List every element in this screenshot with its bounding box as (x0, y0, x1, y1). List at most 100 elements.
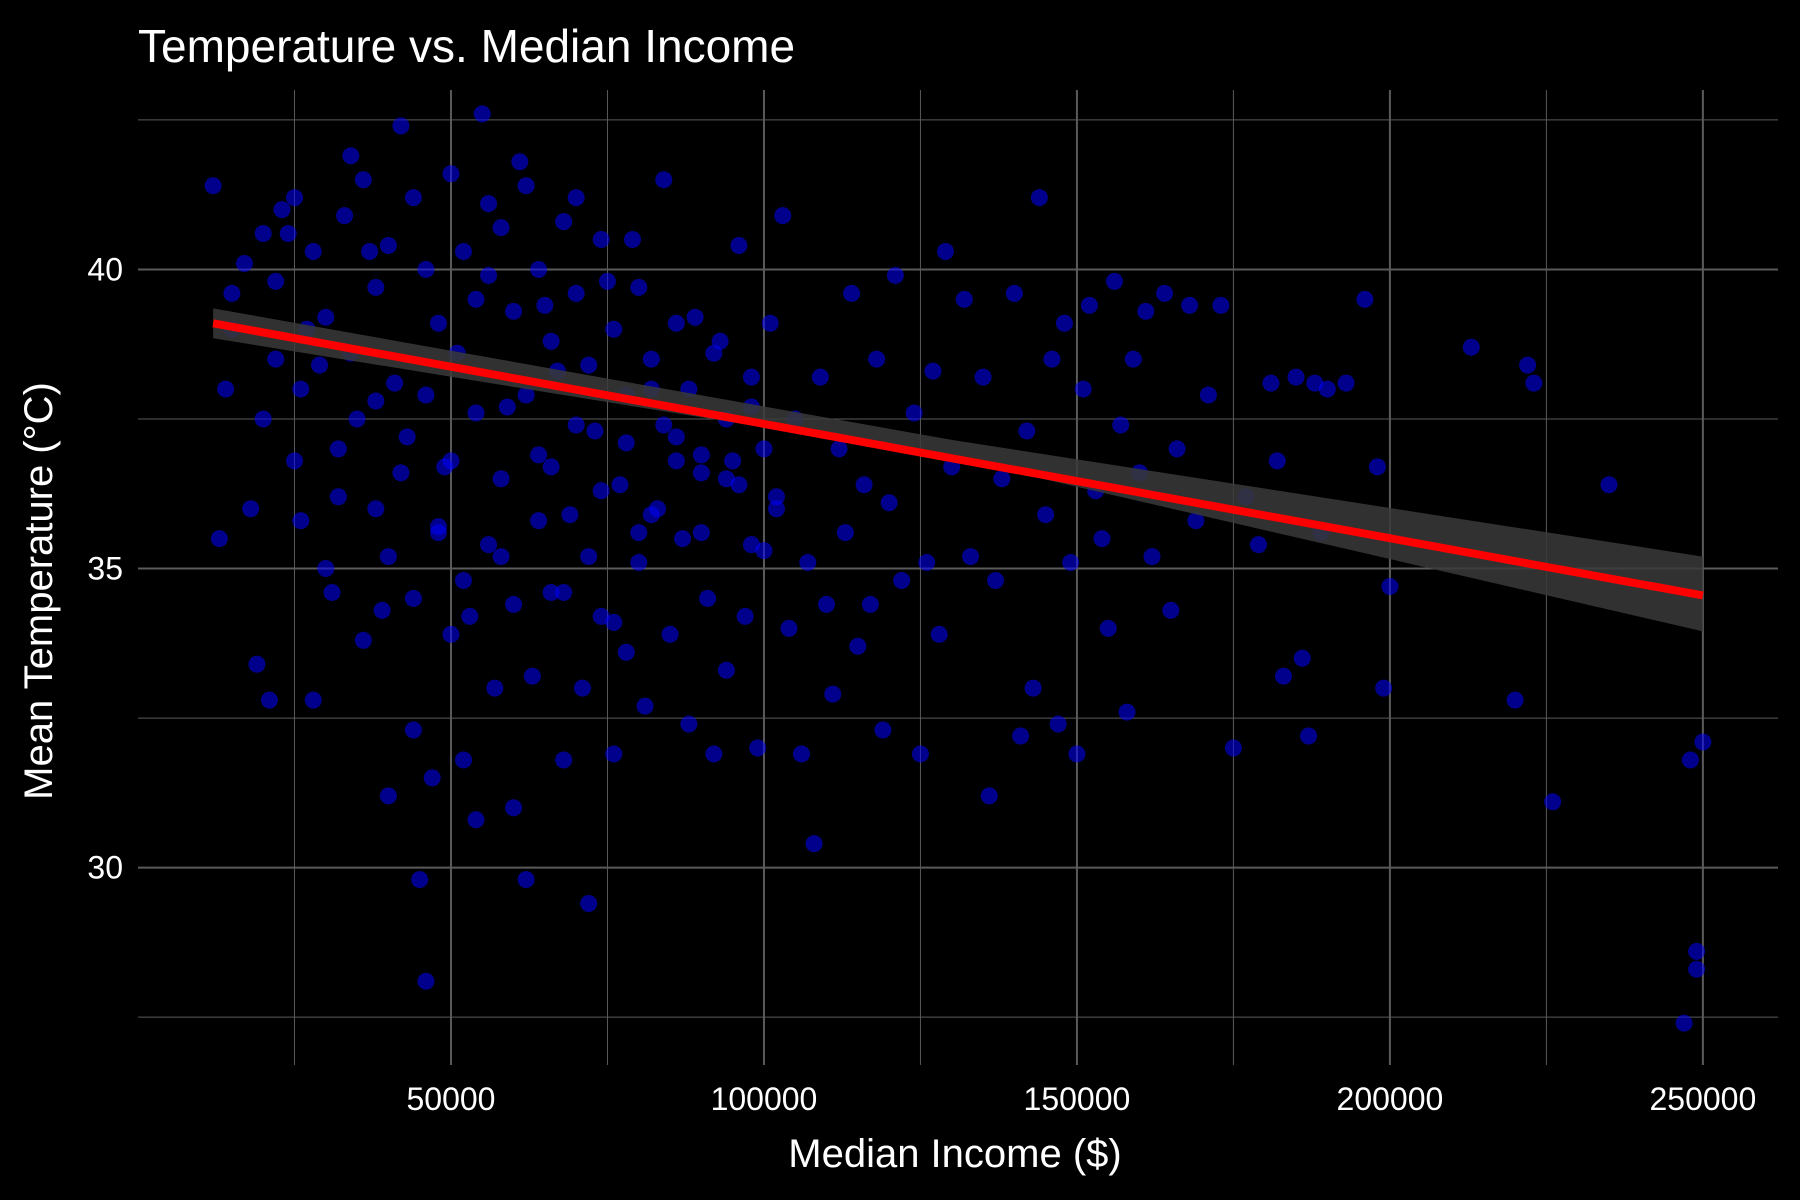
data-point (911, 745, 929, 763)
data-point (279, 225, 297, 243)
data-point (323, 583, 341, 601)
data-point (367, 278, 385, 296)
data-point (1506, 691, 1524, 709)
data-point (498, 398, 516, 416)
data-point (1049, 715, 1067, 733)
data-point (1368, 458, 1386, 476)
data-point (742, 536, 760, 554)
data-point (1043, 350, 1061, 368)
data-point (974, 368, 992, 386)
data-point (467, 811, 485, 829)
data-point (1181, 296, 1199, 314)
y-tick-label: 30 (87, 850, 123, 886)
data-point (1249, 536, 1267, 554)
data-point (567, 189, 585, 207)
data-point (386, 374, 404, 392)
data-point (467, 290, 485, 308)
data-point (767, 488, 785, 506)
data-point (542, 458, 560, 476)
data-point (267, 272, 285, 290)
data-point (624, 231, 642, 249)
data-point (235, 254, 253, 272)
data-point (880, 494, 898, 512)
data-point (542, 332, 560, 350)
data-point (336, 207, 354, 225)
data-point (580, 356, 598, 374)
data-point (392, 117, 410, 135)
data-point (1062, 554, 1080, 572)
data-point (505, 302, 523, 320)
data-point (918, 554, 936, 572)
data-point (461, 607, 479, 625)
data-point (1519, 356, 1537, 374)
data-point (285, 452, 303, 470)
data-point (586, 422, 604, 440)
data-point (1375, 679, 1393, 697)
data-point (780, 619, 798, 637)
data-point (1212, 296, 1230, 314)
data-point (598, 272, 616, 290)
data-point (454, 571, 472, 589)
data-point (480, 536, 498, 554)
data-point (429, 314, 447, 332)
data-point (861, 595, 879, 613)
data-point (1037, 506, 1055, 524)
data-point (567, 284, 585, 302)
data-point (692, 464, 710, 482)
data-point (1268, 452, 1286, 470)
data-point (542, 583, 560, 601)
data-point (705, 745, 723, 763)
data-point (492, 548, 510, 566)
data-point (354, 631, 372, 649)
data-point (1462, 338, 1480, 356)
data-point (1018, 422, 1036, 440)
data-point (379, 548, 397, 566)
data-point (267, 350, 285, 368)
data-point (630, 554, 648, 572)
data-point (361, 243, 379, 261)
data-point (404, 189, 422, 207)
data-point (1074, 380, 1092, 398)
data-point (505, 595, 523, 613)
chart-title: Temperature vs. Median Income (138, 20, 795, 72)
y-tick-labels: 30 35 40 (87, 251, 123, 885)
data-point (655, 171, 673, 189)
data-point (567, 416, 585, 434)
data-point (592, 231, 610, 249)
data-point (398, 428, 416, 446)
data-point (674, 530, 692, 548)
data-point (517, 386, 535, 404)
data-point (454, 243, 472, 261)
data-point (1199, 386, 1217, 404)
data-point (404, 589, 422, 607)
data-point (667, 428, 685, 446)
data-point (605, 745, 623, 763)
data-point (242, 500, 260, 518)
data-point (423, 769, 441, 787)
data-point (260, 691, 278, 709)
data-point (204, 177, 222, 195)
data-point (655, 416, 673, 434)
data-point (1688, 960, 1706, 978)
data-point (517, 177, 535, 195)
x-tick-labels: 50000 100000 150000 200000 250000 (406, 1081, 1756, 1117)
data-point (705, 344, 723, 362)
data-point (692, 524, 710, 542)
data-point (329, 440, 347, 458)
data-point (849, 637, 867, 655)
data-point (924, 362, 942, 380)
data-point (1118, 703, 1136, 721)
y-tick-label: 40 (87, 251, 123, 287)
data-point (1224, 739, 1242, 757)
data-point (404, 721, 422, 739)
data-point (1105, 272, 1123, 290)
y-tick-label: 35 (87, 551, 123, 587)
data-point (1093, 530, 1111, 548)
data-point (1600, 476, 1618, 494)
data-point (717, 661, 735, 679)
data-point (342, 147, 360, 165)
data-point (611, 476, 629, 494)
data-point (530, 260, 548, 278)
data-point (1688, 942, 1706, 960)
data-point (210, 530, 228, 548)
